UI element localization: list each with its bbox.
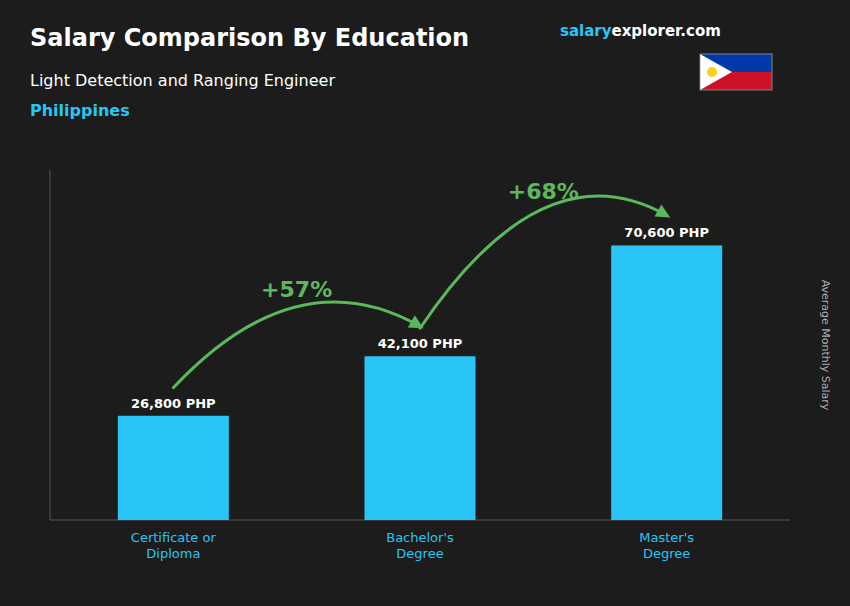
data-label: 26,800 PHP	[131, 396, 216, 411]
y-axis-label: Average Monthly Salary	[819, 280, 832, 411]
x-tick-label-line: Bachelor's	[386, 530, 454, 545]
x-tick-label: Certificate orDiploma	[131, 530, 217, 561]
flag	[700, 54, 772, 90]
background	[0, 0, 850, 606]
flag-triangle	[700, 54, 732, 90]
bars	[118, 245, 722, 520]
change-label: +68%	[508, 179, 579, 204]
chart-container: Salary Comparison By Education Light Dete…	[0, 0, 850, 606]
watermark: salaryexplorer.com	[560, 22, 721, 40]
data-label: 70,600 PHP	[624, 225, 709, 240]
watermark-part: salary	[560, 22, 612, 40]
flag-border	[700, 54, 772, 90]
y-axis-line	[50, 170, 51, 520]
change-label: +57%	[261, 277, 332, 302]
bar	[118, 416, 229, 520]
flag-sun	[707, 67, 717, 77]
data-label: 42,100 PHP	[378, 336, 463, 351]
bar	[365, 356, 476, 520]
change-arc	[420, 196, 667, 328]
title: Salary Comparison By Education	[30, 24, 469, 52]
change-arc	[173, 302, 420, 388]
bar	[611, 245, 722, 520]
x-tick-label-line: Certificate or	[131, 530, 217, 545]
x-tick-label-line: Degree	[396, 546, 443, 561]
subtitle: Light Detection and Ranging Engineer	[30, 71, 335, 90]
x-tick-label-line: Degree	[643, 546, 690, 561]
country: Philippines	[30, 101, 130, 120]
x-tick-label-line: Diploma	[146, 546, 200, 561]
change-arrowhead	[655, 204, 671, 217]
x-tick-label: Bachelor'sDegree	[386, 530, 454, 561]
chart: Salary Comparison By Education Light Dete…	[0, 0, 850, 606]
watermark-part: explorer.com	[612, 22, 721, 40]
x-tick-label-line: Master's	[639, 530, 694, 545]
x-tick-label: Master'sDegree	[639, 530, 694, 561]
